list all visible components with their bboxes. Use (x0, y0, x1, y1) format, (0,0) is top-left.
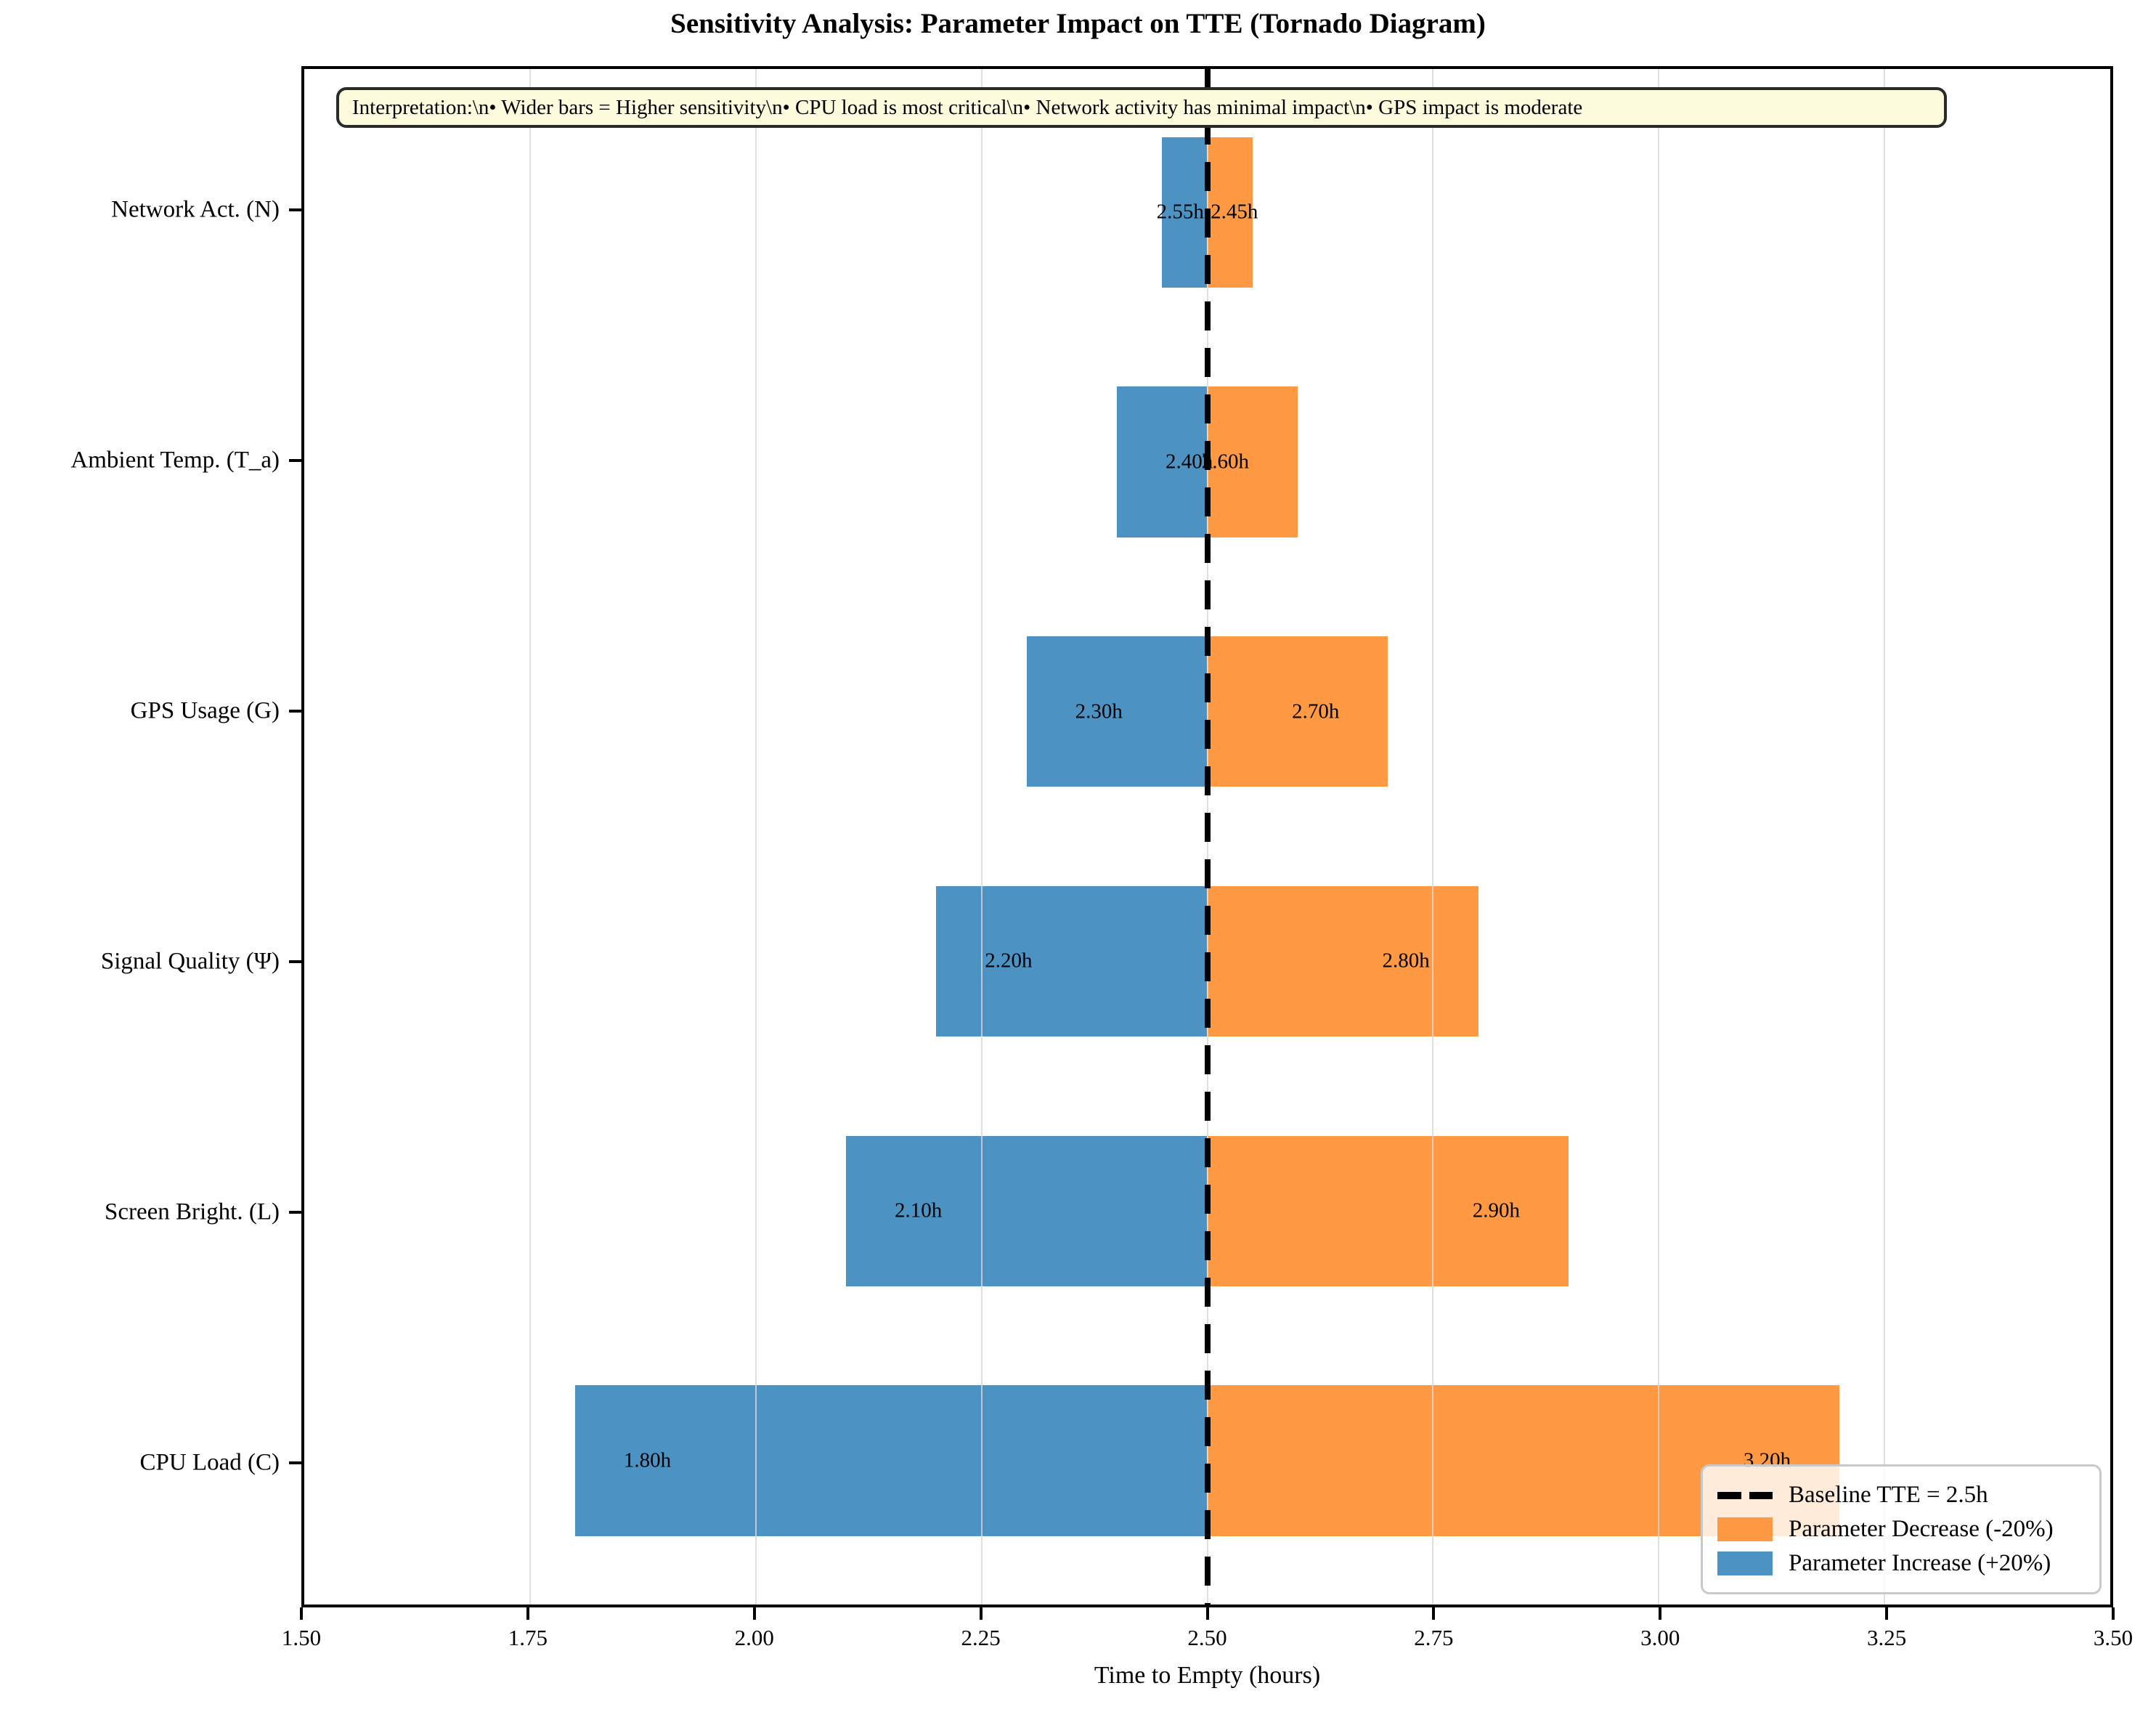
x-tick-mark (979, 1607, 983, 1620)
decrease-bar (1207, 636, 1388, 787)
y-category-label: GPS Usage (G) (130, 697, 280, 724)
decrease-bar (1207, 137, 1253, 288)
interpretation-annotation-box: Interpretation:\n• Wider bars = Higher s… (336, 87, 1947, 128)
baseline-dash-icon (1717, 1491, 1773, 1499)
legend-item-increase: Parameter Increase (+20%) (1717, 1546, 2085, 1581)
legend-item-decrease: Parameter Decrease (-20%) (1717, 1512, 2085, 1546)
y-tick-mark (289, 710, 301, 713)
y-tick-mark (289, 960, 301, 964)
plot-area: 2.45h 2.55h 2.40h 2.60h 2.30h 2.70h 2.20h 2.80h… (301, 66, 2113, 1607)
legend-label: Parameter Decrease (-20%) (1789, 1516, 2054, 1542)
increase-bar (1026, 636, 1208, 787)
gridline (754, 69, 757, 1605)
increase-bar (575, 1385, 1208, 1536)
y-axis-labels: Network Act. (N) Ambient Temp. (T_a) GPS U… (0, 66, 301, 1607)
x-tick-label: 3.50 (2093, 1625, 2133, 1650)
gridline (529, 69, 531, 1605)
decrease-bar-label: 2.55h (1156, 200, 1204, 224)
decrease-bar (1207, 386, 1298, 538)
decrease-bar (1207, 885, 1478, 1037)
increase-bar (1162, 137, 1208, 288)
x-axis-title: Time to Empty (hours) (1094, 1662, 1321, 1689)
legend: Baseline TTE = 2.5h Parameter Decrease (… (1701, 1464, 2102, 1594)
x-tick-mark (752, 1607, 756, 1620)
increase-bar (1117, 386, 1208, 538)
gridline (1432, 69, 1434, 1605)
decrease-bar (1207, 1135, 1569, 1286)
decrease-bar-label: 2.80h (1382, 949, 1430, 973)
x-axis: 1.50 1.75 2.00 2.25 2.50 2.75 3.00 3.25 3.50 (282, 1607, 2133, 1695)
increase-swatch-icon (1717, 1551, 1773, 1575)
baseline-dashed-line (1204, 69, 1211, 1605)
y-category-label: Screen Bright. (L) (104, 1198, 280, 1225)
decrease-swatch-icon (1717, 1517, 1773, 1541)
x-tick-mark (1659, 1607, 1662, 1620)
x-tick-label: 2.50 (1187, 1625, 1227, 1650)
legend-label: Parameter Increase (+20%) (1789, 1550, 2051, 1576)
x-tick-mark (2112, 1607, 2115, 1620)
decrease-bar-label: 2.60h (1201, 450, 1249, 474)
x-tick-mark (1205, 1607, 1209, 1620)
y-tick-mark (289, 208, 301, 211)
legend-label: Baseline TTE = 2.5h (1789, 1482, 1988, 1508)
x-tick-label: 3.00 (1640, 1625, 1680, 1650)
y-category-label: Signal Quality (Ψ) (100, 948, 280, 975)
legend-item-baseline: Baseline TTE = 2.5h (1717, 1478, 2085, 1512)
increase-bar-label: 2.10h (894, 1198, 943, 1222)
x-tick-label: 3.25 (1867, 1625, 1907, 1650)
x-tick-label: 2.00 (734, 1625, 774, 1650)
x-tick-label: 1.75 (508, 1625, 548, 1650)
gridline (1658, 69, 1660, 1605)
decrease-bar-label: 2.90h (1472, 1198, 1521, 1222)
increase-bar-label: 1.80h (623, 1448, 672, 1472)
increase-bar-label: 2.30h (1075, 699, 1123, 723)
x-tick-mark (1432, 1607, 1436, 1620)
gridline (1884, 69, 1886, 1605)
x-tick-mark (300, 1607, 303, 1620)
y-tick-mark (289, 459, 301, 463)
y-tick-mark (289, 1461, 301, 1465)
increase-bar (936, 885, 1208, 1037)
increase-bar-label: 2.40h (1166, 450, 1213, 474)
increase-bar-label: 2.20h (985, 949, 1033, 973)
x-tick-mark (526, 1607, 529, 1620)
y-category-label: CPU Load (C) (139, 1449, 280, 1476)
increase-bar-label: 2.45h (1211, 200, 1258, 224)
x-tick-label: 2.75 (1414, 1625, 1454, 1650)
x-tick-mark (1885, 1607, 1889, 1620)
chart-title: Sensitivity Analysis: Parameter Impact o… (670, 8, 1486, 39)
y-category-label: Network Act. (N) (111, 196, 280, 223)
increase-bar (846, 1135, 1208, 1286)
x-tick-label: 1.50 (281, 1625, 322, 1650)
decrease-bar-label: 2.70h (1292, 699, 1340, 723)
y-category-label: Ambient Temp. (T_a) (70, 447, 280, 474)
gridline (980, 69, 983, 1605)
interpretation-annotation-text: Interpretation:\n• Wider bars = Higher s… (352, 95, 1583, 119)
y-tick-mark (289, 1211, 301, 1214)
x-tick-label: 2.25 (961, 1625, 1001, 1650)
